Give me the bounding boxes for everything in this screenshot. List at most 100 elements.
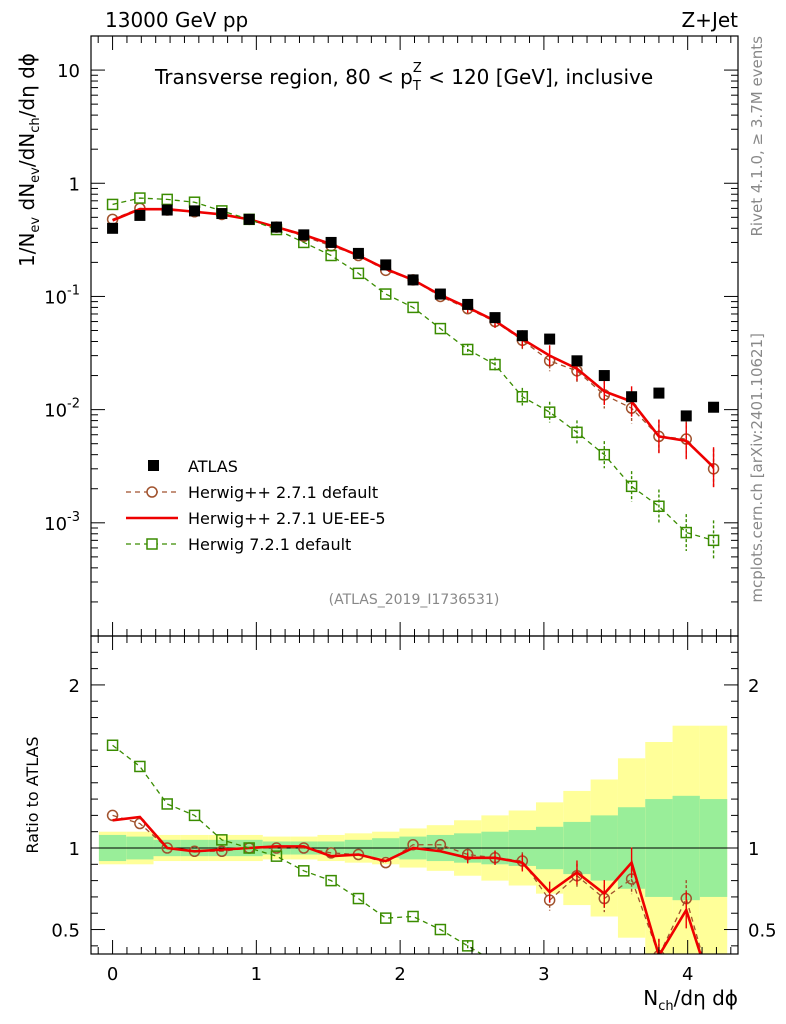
main-herwig-7-2-1-default-point (134, 192, 146, 204)
y-tick-label-main: 10 (57, 61, 80, 82)
side-label-bottom: mcplots.cern.ch [arXiv:2401.10621] (748, 333, 766, 603)
ratio-herwig-7-2-1-default-point (106, 739, 119, 752)
atlas-data-point (462, 298, 474, 310)
ratio-herwig-2-7-1-default-point (106, 809, 119, 822)
plot-title: Transverse region, 80 < pTZ < 120 [GeV],… (154, 61, 653, 94)
legend-marker-square (146, 538, 158, 550)
title-sup-z: Z (413, 61, 422, 76)
main-panel: 10-3 10-2 10-1 1 10 Transverse region, 80 < … (15, 35, 739, 637)
atlas-data-point (189, 205, 201, 217)
x-tick-label: 3 (538, 964, 549, 985)
analysis-label: (ATLAS_2019_I1736531) (329, 592, 500, 608)
y-tick-label-main: 10-1 (44, 283, 80, 308)
atlas-data-point (270, 221, 282, 233)
legend-label: Herwig++ 2.7.1 default (188, 483, 378, 502)
main-herwig-7-2-1-default-point (461, 343, 474, 356)
legend-label: Herwig++ 2.7.1 UE-EE-5 (188, 509, 386, 528)
legend-marker-atlas (148, 460, 159, 471)
legend: ATLAS Herwig++ 2.7.1 default Herwig++ 2.7.… (126, 457, 386, 554)
header-right: Z+Jet (681, 8, 738, 32)
ratio-herwig-7-2-1-default-point (407, 910, 419, 923)
x-tick-label: 4 (682, 964, 693, 985)
ratio-herwig-7-2-1-default-line (112, 744, 483, 954)
atlas-data-point (325, 236, 337, 248)
y-tick-label-main: 10-3 (44, 510, 80, 535)
atlas-data-point (243, 213, 255, 225)
atlas-data-point (107, 222, 119, 234)
ratio-herwig-7-2-1-default-point (352, 892, 365, 905)
ratio-herwig-7-2-1-default-point (134, 760, 146, 773)
main-herwig-7-2-1-default-point (325, 249, 337, 262)
main-herwig-7-2-1-default-point (680, 526, 692, 539)
y-axis-label-main: 1/Nev dNev/dNch/dη dϕ (15, 53, 43, 267)
main-herwig-7-2-1-default-point (352, 267, 365, 280)
x-axis-label: Nch/dη dϕ (643, 986, 738, 1014)
main-herwig-7-2-1-default-point (434, 322, 447, 335)
atlas-data-point (298, 229, 310, 241)
title-sub-t: T (412, 79, 421, 94)
main-herwig-2-7-1-default-line (112, 207, 715, 470)
title-part-2: < 120 [GeV], inclusive (422, 65, 653, 89)
ratio-herwig-7-2-1-default-point (243, 842, 255, 854)
ratio-herwig-2-7-1-default-point (379, 856, 392, 869)
y-tick-label-ratio-left: 0.5 (51, 921, 80, 942)
atlas-data-point (708, 401, 720, 413)
atlas-data-point (680, 410, 692, 422)
main-herwig-7-2-1-default-point (516, 390, 529, 403)
side-label-top: Rivet 4.1.0, ≥ 3.7M events (748, 36, 766, 237)
atlas-data-point (516, 330, 528, 342)
ratio-herwig-7-2-1-default-point (379, 912, 392, 924)
atlas-data-point (216, 208, 228, 220)
atlas-data-point (407, 274, 419, 286)
ratio-herwig-7-2-1-default-point (545, 990, 555, 1000)
y-tick-label-ratio-left: 1 (69, 839, 80, 860)
main-herwig-7-2-1-default-line (112, 197, 714, 541)
ratio-herwig-7-2-1-default-point (161, 798, 173, 810)
atlas-data-point (380, 259, 392, 271)
x-tick-label: 0 (107, 964, 118, 985)
legend-label: Herwig 7.2.1 default (188, 535, 351, 554)
atlas-data-point (571, 355, 583, 367)
ratio-panel: 0 1 2 3 4 0.5 0.5 1 1 2 2 Ratio to ATLAS (23, 635, 777, 1000)
main-herwig-7-2-1-default-point (707, 534, 720, 547)
ratio-herwig-7-2-1-default-point (517, 973, 527, 983)
main-herwig-7-2-1-default-point (543, 406, 556, 418)
header-left: 13000 GeV pp (105, 8, 248, 32)
ratio-herwig-7-2-1-default-point (627, 990, 637, 1000)
ratio-herwig-2-7-1-default-point (216, 845, 228, 858)
atlas-data-point (161, 204, 173, 216)
x-tick-label: 1 (251, 964, 262, 985)
main-herwig-7-2-1-default-point (653, 500, 665, 513)
y-tick-label-ratio-right: 0.5 (748, 921, 777, 942)
main-herwig-2-7-1-ue-ee-5-line (112, 207, 715, 469)
ratio-herwig-2-7-1-default-point (270, 842, 283, 854)
main-herwig-7-2-1-default-point (161, 193, 173, 206)
ratio-herwig-7-2-1-default-point (490, 957, 500, 967)
legend-label: ATLAS (188, 457, 238, 476)
ratio-herwig-2-7-1-default-point (434, 838, 447, 851)
legend-marker-circle (146, 486, 158, 498)
title-part-1: Transverse region, 80 < p (154, 65, 413, 89)
ratio-herwig-7-2-1-default-point (188, 809, 201, 822)
atlas-data-point (134, 209, 146, 221)
ratio-herwig-7-2-1-default-point (325, 874, 337, 887)
ratio-herwig-7-2-1-default-point (298, 865, 310, 877)
main-herwig-7-2-1-default-point (625, 480, 638, 493)
y-tick-label-ratio-right: 1 (748, 839, 759, 860)
atlas-data-point (352, 247, 364, 259)
ratio-herwig-2-7-1-ue-ee-5-line (112, 815, 702, 954)
main-herwig-7-2-1-default-point (407, 301, 419, 314)
main-herwig-7-2-1-default-point (571, 426, 583, 439)
y-axis-label-ratio: Ratio to ATLAS (23, 736, 42, 853)
ratio-herwig-7-2-1-default-point (461, 940, 474, 952)
y-tick-label-main: 10-2 (44, 397, 80, 422)
atlas-data-point (544, 333, 556, 345)
atlas-data-point (598, 370, 610, 382)
ratio-herwig-7-2-1-default-point (216, 834, 228, 846)
main-herwig-7-2-1-default-point (106, 198, 119, 211)
ratio-herwig-2-7-1-default-point (325, 847, 337, 859)
y-tick-label-ratio-left: 2 (69, 676, 80, 697)
ratio-herwig-7-2-1-default-point (270, 850, 283, 862)
ratio-herwig-7-2-1-default-point (434, 923, 447, 936)
